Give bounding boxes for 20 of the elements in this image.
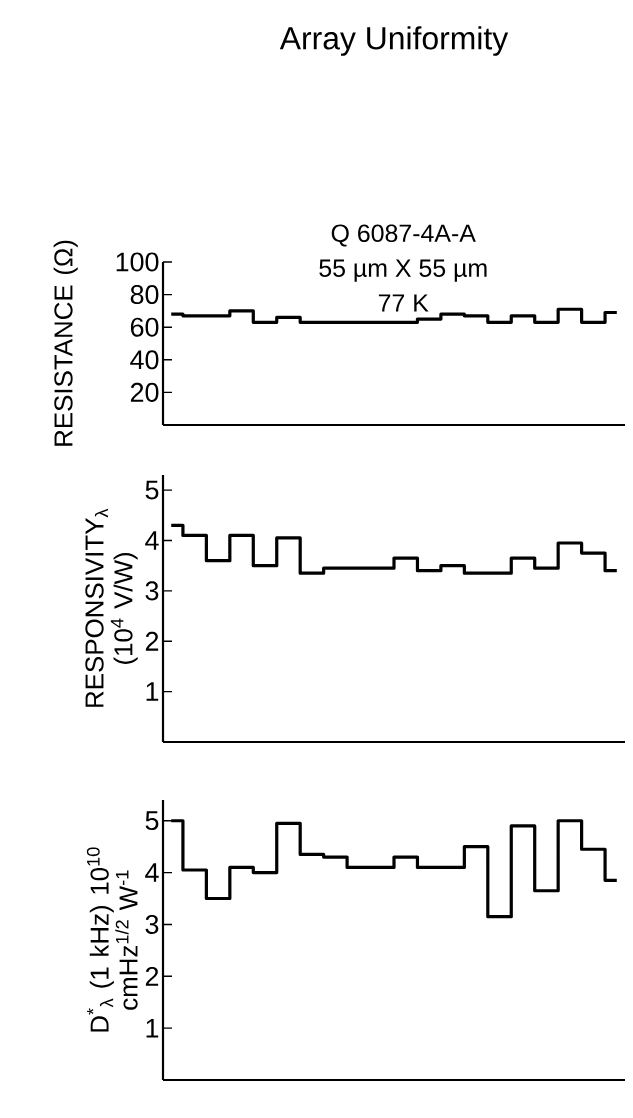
y-axis-title: RESISTANCE (Ω) <box>53 240 78 446</box>
y-tick-label: 1 <box>146 682 159 701</box>
text: Q 6087-4A-A <box>331 224 476 247</box>
y-tick-label: 80 <box>130 285 159 305</box>
y-tick-label: 4 <box>145 531 159 550</box>
y-tick-label: 20 <box>130 382 159 402</box>
y-tick-label: 60 <box>130 317 159 337</box>
y-tick-label: 40 <box>130 350 159 370</box>
y-tick-label: 5 <box>145 480 159 500</box>
chart-title: Array Uniformity <box>279 26 509 56</box>
y-tick-label: 2 <box>145 631 159 651</box>
y-tick-label: 3 <box>145 581 159 601</box>
y-tick-label: 1 <box>146 1018 159 1038</box>
y-tick-label: 3 <box>145 914 159 934</box>
annotation: 77 K <box>378 294 429 312</box>
y-tick-label: 100 <box>116 252 159 272</box>
y-tick-label: 2 <box>145 966 159 986</box>
y-tick-label: 4 <box>145 863 159 882</box>
y-tick-label: 5 <box>145 811 159 831</box>
annotation: 55 µm X 55 µm <box>319 259 487 282</box>
